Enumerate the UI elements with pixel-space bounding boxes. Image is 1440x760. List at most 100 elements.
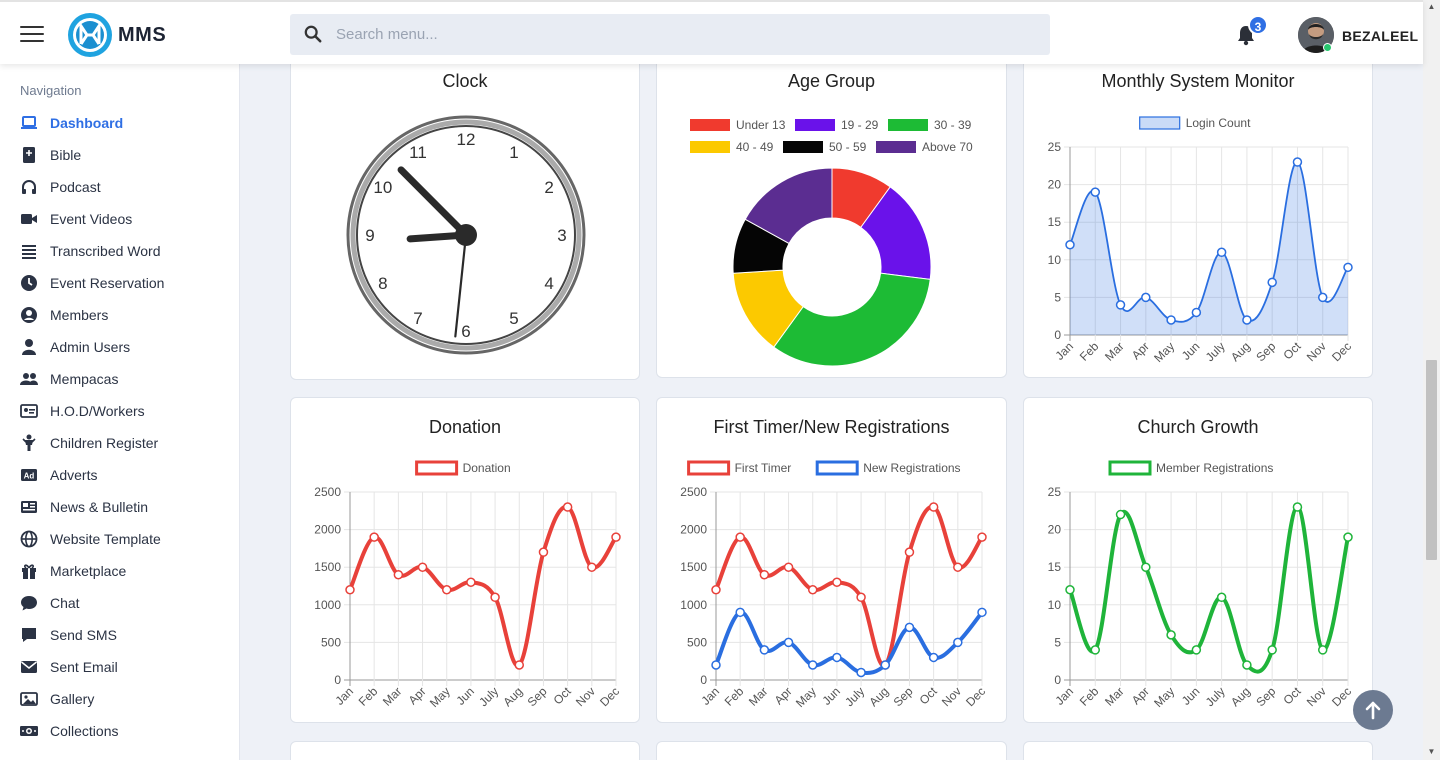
card-placeholder: [1023, 741, 1373, 760]
data-point: [904, 622, 915, 633]
sidebar-item-collections[interactable]: Collections: [0, 715, 240, 747]
x-tick-label: Dec: [597, 684, 622, 709]
data-point: [1115, 509, 1126, 520]
scroll-thumb[interactable]: [1426, 360, 1437, 560]
users-icon: [20, 370, 38, 388]
sidebar-item-label: Event Videos: [50, 211, 133, 227]
sidebar-item-website-template[interactable]: Website Template: [0, 523, 240, 555]
sidebar-item-transcribed-word[interactable]: Transcribed Word: [0, 235, 240, 267]
page-scrollbar[interactable]: ▲ ▼: [1423, 0, 1440, 760]
data-point: [1191, 645, 1202, 655]
legend-label: Member Registrations: [1156, 461, 1273, 475]
sidebar-item-h-o-d-workers[interactable]: H.O.D/Workers: [0, 395, 240, 427]
y-tick-label: 25: [1048, 485, 1062, 499]
data-point: [441, 585, 452, 595]
x-tick-label: Apr: [1129, 684, 1152, 707]
data-point: [1141, 292, 1151, 303]
data-point: [1317, 645, 1328, 655]
y-tick-label: 0: [700, 673, 707, 687]
sidebar-item-label: Mempacas: [50, 371, 119, 387]
sidebar-item-children-register[interactable]: Children Register: [0, 427, 240, 459]
menu-toggle-icon[interactable]: [20, 26, 44, 42]
legend-label: Login Count: [1186, 116, 1251, 130]
y-tick-label: 15: [1048, 215, 1062, 229]
x-tick-label: July: [1203, 684, 1228, 709]
y-tick-label: 500: [687, 635, 707, 649]
clock-number: 6: [461, 322, 470, 341]
sidebar-item-members[interactable]: Members: [0, 299, 240, 331]
newspaper-icon: [20, 498, 38, 516]
data-point: [1267, 645, 1277, 655]
legend-label: First Timer: [735, 461, 792, 475]
x-tick-label: Nov: [1304, 339, 1329, 364]
username[interactable]: BEZALEEL: [1342, 28, 1419, 44]
sidebar-item-adverts[interactable]: Ad Adverts: [0, 459, 240, 491]
x-tick-label: Nov: [1304, 684, 1329, 709]
data-point: [928, 502, 939, 512]
ad-icon: Ad: [20, 466, 38, 484]
data-point: [783, 637, 794, 648]
back-to-top-button[interactable]: [1353, 690, 1393, 730]
sidebar-item-mempacas[interactable]: Mempacas: [0, 363, 240, 395]
x-tick-label: May: [427, 684, 453, 710]
brand-logo-icon[interactable]: [66, 11, 114, 59]
sidebar-item-label: Website Template: [50, 531, 161, 547]
age-group-card-title: Age Group: [787, 71, 876, 91]
data-point: [953, 637, 963, 648]
legend-swatch: [876, 141, 916, 153]
sidebar-item-label: Bible: [50, 147, 82, 163]
sidebar-item-marketplace[interactable]: Marketplace: [0, 555, 240, 587]
x-tick-label: Oct: [1280, 339, 1304, 363]
book-icon: [20, 146, 38, 164]
scroll-up-arrow-icon[interactable]: ▲: [1427, 2, 1436, 11]
data-point: [880, 660, 891, 670]
x-tick-label: Jun: [1179, 339, 1203, 363]
sidebar-item-bible[interactable]: Bible: [0, 139, 240, 171]
legend-swatch: [690, 119, 730, 131]
sidebar-item-send-sms[interactable]: Send SMS: [0, 619, 240, 651]
sidebar-item-label: Gallery: [50, 691, 95, 707]
data-point: [1166, 630, 1176, 640]
sidebar-item-chat[interactable]: Chat: [0, 587, 240, 619]
sidebar-item-dashboard[interactable]: Dashboard: [0, 107, 240, 139]
data-point: [1343, 262, 1353, 273]
sidebar-item-news-bulletin[interactable]: News & Bulletin: [0, 491, 240, 523]
data-point: [977, 607, 987, 618]
clock-minute-hand: [397, 166, 470, 239]
x-tick-label: Jun: [819, 684, 843, 708]
clock-number: 9: [365, 226, 374, 245]
data-point: [1065, 240, 1075, 250]
sidebar-item-label: Send SMS: [50, 627, 117, 643]
legend-label: 30 - 39: [934, 118, 972, 132]
legend-swatch: [687, 460, 731, 476]
data-point: [587, 562, 597, 572]
sidebar-item-gallery[interactable]: Gallery: [0, 683, 240, 715]
clock-inner-ring: [356, 125, 576, 345]
legend-label: 19 - 29: [841, 118, 879, 132]
sidebar-item-sent-email[interactable]: Sent Email: [0, 651, 240, 683]
x-tick-label: Jun: [453, 684, 477, 708]
card-placeholder: [290, 741, 640, 760]
x-tick-label: Aug: [1228, 339, 1253, 364]
brand-name[interactable]: MMS: [118, 24, 167, 46]
sidebar-item-podcast[interactable]: Podcast: [0, 171, 240, 203]
nav-heading: Navigation: [20, 83, 82, 98]
data-point: [735, 607, 745, 618]
x-tick-label: July: [842, 684, 867, 709]
church-growth-card: Church Growth 0 5 10 15 20 25 Jan Feb Mar Apr May J…: [1023, 397, 1373, 723]
search-input[interactable]: [336, 14, 1036, 55]
scroll-down-arrow-icon[interactable]: ▼: [1427, 747, 1436, 756]
clock-number: 2: [544, 178, 553, 197]
sidebar-item-event-reservation[interactable]: Event Reservation: [0, 267, 240, 299]
data-point: [1090, 645, 1101, 655]
headphones-icon: [20, 178, 38, 196]
data-point: [1216, 592, 1227, 603]
sidebar-item-event-videos[interactable]: Event Videos: [0, 203, 240, 235]
legend-swatch: [690, 141, 730, 153]
age-group-card: Age Group Under 13 19 - 29 30 - 39 40 - 49 5…: [656, 52, 1007, 378]
donut-slice: [744, 167, 833, 245]
y-tick-label: 20: [1048, 523, 1062, 537]
data-point: [393, 569, 404, 580]
sidebar-item-admin-users[interactable]: Admin Users: [0, 331, 240, 363]
laptop-icon: [20, 114, 38, 132]
